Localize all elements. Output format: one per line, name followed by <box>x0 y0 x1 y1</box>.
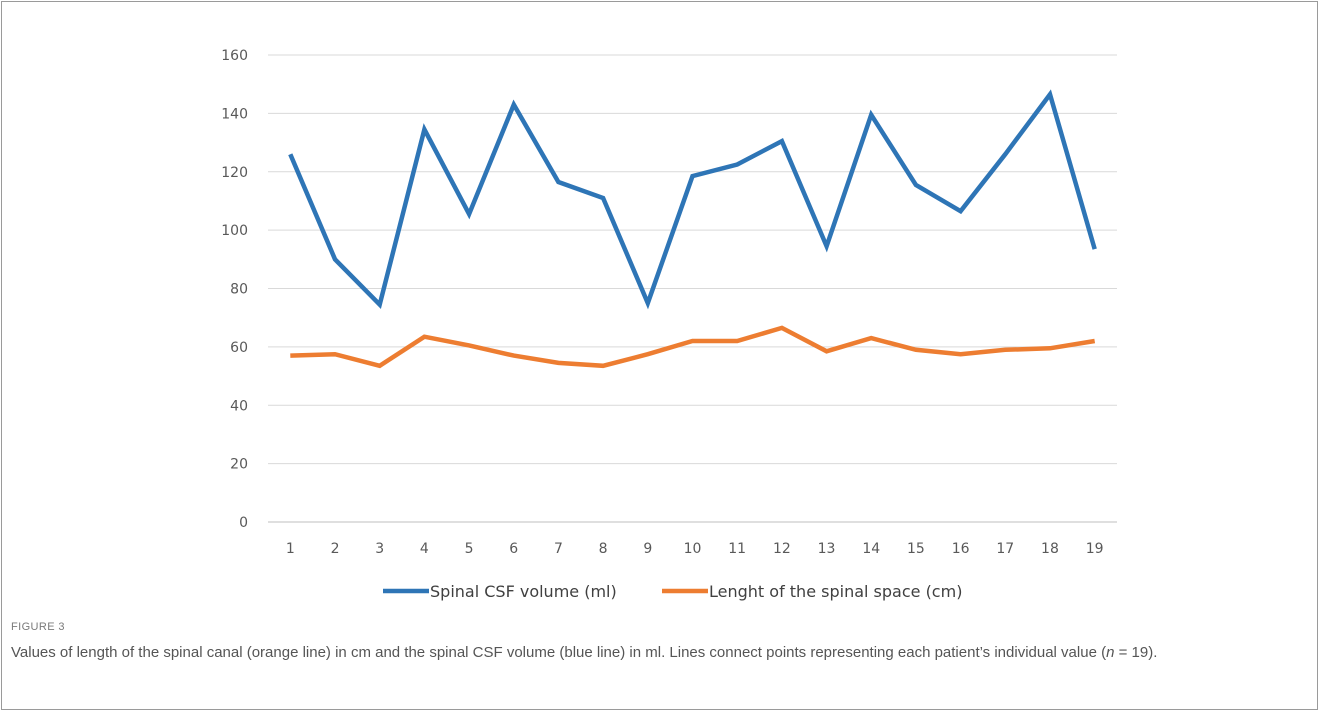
x-axis-ticks: 1 2 3 4 5 6 7 8 9 10 11 12 13 14 15 16 17 18 19 <box>286 541 1104 557</box>
x-tick-label: 9 <box>643 541 652 557</box>
x-tick-label: 11 <box>728 541 746 557</box>
series-line-1 <box>288 89 1097 310</box>
figure-label: FIGURE 3 <box>11 621 65 633</box>
figure-caption: Values of length of the spinal canal (or… <box>11 642 1301 664</box>
y-tick-label: 60 <box>230 340 248 356</box>
x-tick-label: 1 <box>286 541 295 557</box>
x-tick-label: 16 <box>952 541 970 557</box>
x-tick-label: 2 <box>331 541 340 557</box>
legend-label-1: Spinal CSF volume (ml) <box>430 582 617 601</box>
legend-label-2: Lenght of the spinal space (cm) <box>709 582 962 601</box>
x-tick-label: 8 <box>599 541 608 557</box>
series-line-2 <box>290 325 1096 369</box>
y-tick-label: 80 <box>230 282 248 298</box>
y-tick-label: 120 <box>221 165 248 181</box>
y-tick-label: 40 <box>230 398 248 414</box>
y-tick-label: 140 <box>221 106 248 122</box>
x-tick-label: 5 <box>465 541 474 557</box>
legend: Spinal CSF volume (ml) Lenght of the spin… <box>383 582 962 601</box>
caption-main: Values of length of the spinal canal (or… <box>11 644 1107 661</box>
x-tick-label: 15 <box>907 541 925 557</box>
x-tick-label: 6 <box>509 541 518 557</box>
series-lines <box>288 89 1097 369</box>
gridlines <box>268 54 1117 523</box>
y-axis-ticks: 0 20 40 60 80 100 120 140 160 <box>221 48 248 531</box>
x-tick-label: 10 <box>684 541 702 557</box>
x-tick-label: 12 <box>773 541 791 557</box>
x-tick-label: 19 <box>1086 541 1104 557</box>
x-tick-label: 3 <box>375 541 384 557</box>
caption-n: n <box>1106 644 1115 661</box>
y-tick-label: 20 <box>230 457 248 473</box>
y-tick-label: 0 <box>239 515 248 531</box>
x-tick-label: 14 <box>862 541 880 557</box>
x-tick-label: 13 <box>818 541 836 557</box>
caption-tail: = 19). <box>1114 644 1158 661</box>
x-tick-label: 7 <box>554 541 563 557</box>
x-tick-label: 17 <box>996 541 1014 557</box>
x-tick-label: 18 <box>1041 541 1059 557</box>
y-tick-label: 100 <box>221 223 248 239</box>
y-tick-label: 160 <box>221 48 248 64</box>
x-tick-label: 4 <box>420 541 429 557</box>
